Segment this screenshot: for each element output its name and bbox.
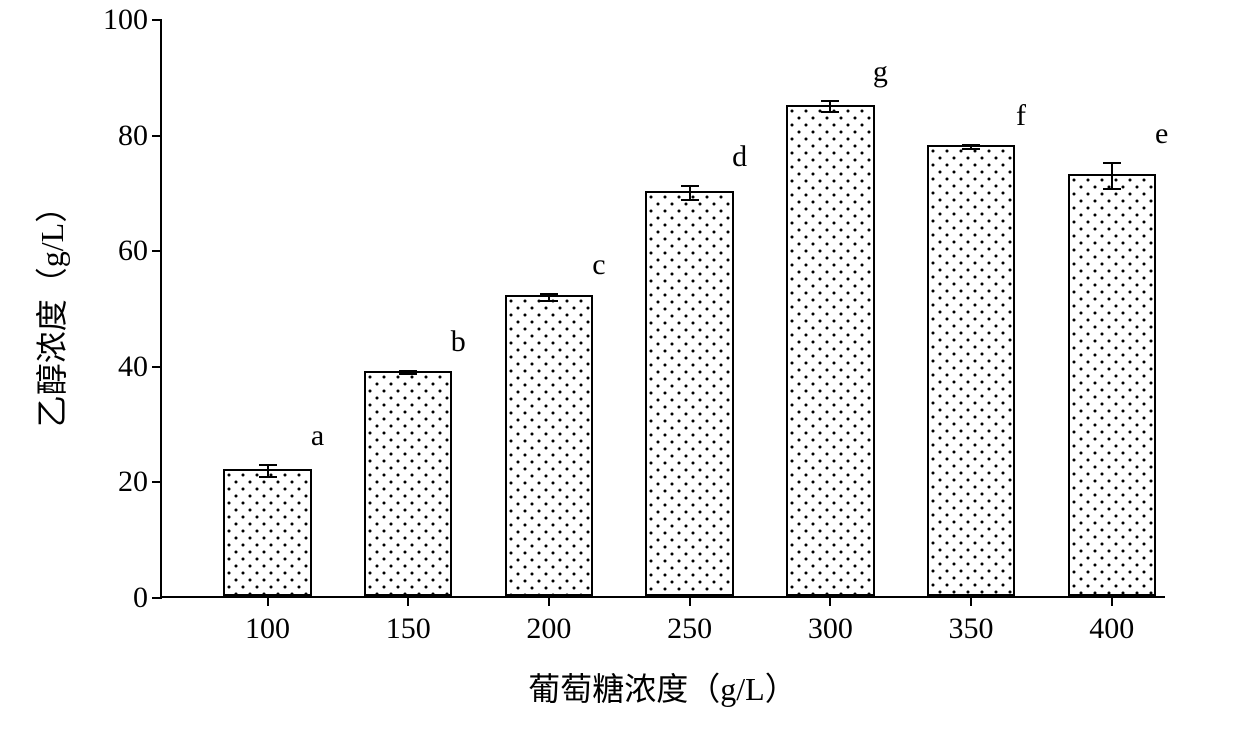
bar-chart: 0 20 40 60 80 100 100 150 200 250 300 350 400 a b: [0, 0, 1239, 734]
error-cap: [681, 199, 699, 201]
error-cap: [399, 373, 417, 375]
error-cap: [821, 100, 839, 102]
bar: [786, 105, 874, 596]
error-cap: [962, 144, 980, 146]
bar: [364, 371, 452, 596]
x-tick-label: 250: [667, 596, 712, 646]
y-tick-label: 20: [118, 465, 162, 499]
significance-letter: g: [873, 55, 888, 89]
error-bar: [1111, 163, 1113, 188]
y-tick-label: 0: [133, 581, 162, 615]
significance-letter: c: [592, 248, 605, 282]
x-tick-label: 300: [808, 596, 853, 646]
error-cap: [259, 476, 277, 478]
error-cap: [821, 111, 839, 113]
error-cap: [1103, 162, 1121, 164]
y-tick-label: 80: [118, 119, 162, 153]
error-cap: [540, 293, 558, 295]
bar: [1068, 174, 1156, 596]
y-tick-label: 100: [103, 3, 162, 37]
significance-letter: d: [732, 140, 747, 174]
x-axis-label: 葡萄糖浓度（g/L）: [528, 664, 796, 710]
bar: [223, 469, 311, 596]
error-cap: [1103, 188, 1121, 190]
significance-letter: b: [451, 325, 466, 359]
y-axis-label: 乙醇浓度（g/L）: [27, 191, 73, 427]
error-cap: [962, 148, 980, 150]
x-tick-label: 200: [526, 596, 571, 646]
y-tick-label: 60: [118, 234, 162, 268]
x-tick-label: 400: [1089, 596, 1134, 646]
plot-area: 020406080100100150200250300350400 a b: [160, 20, 1165, 598]
significance-letter: e: [1155, 117, 1168, 151]
error-cap: [399, 370, 417, 372]
bar: [927, 145, 1015, 596]
significance-letter: f: [1016, 99, 1026, 133]
y-tick-label: 40: [118, 350, 162, 384]
x-tick-label: 350: [949, 596, 994, 646]
bar: [645, 191, 733, 596]
bar: [505, 295, 593, 596]
x-tick-label: 100: [245, 596, 290, 646]
error-cap: [259, 464, 277, 466]
error-cap: [681, 185, 699, 187]
error-cap: [540, 300, 558, 302]
error-bar: [689, 186, 691, 200]
x-tick-label: 150: [386, 596, 431, 646]
significance-letter: a: [311, 419, 324, 453]
